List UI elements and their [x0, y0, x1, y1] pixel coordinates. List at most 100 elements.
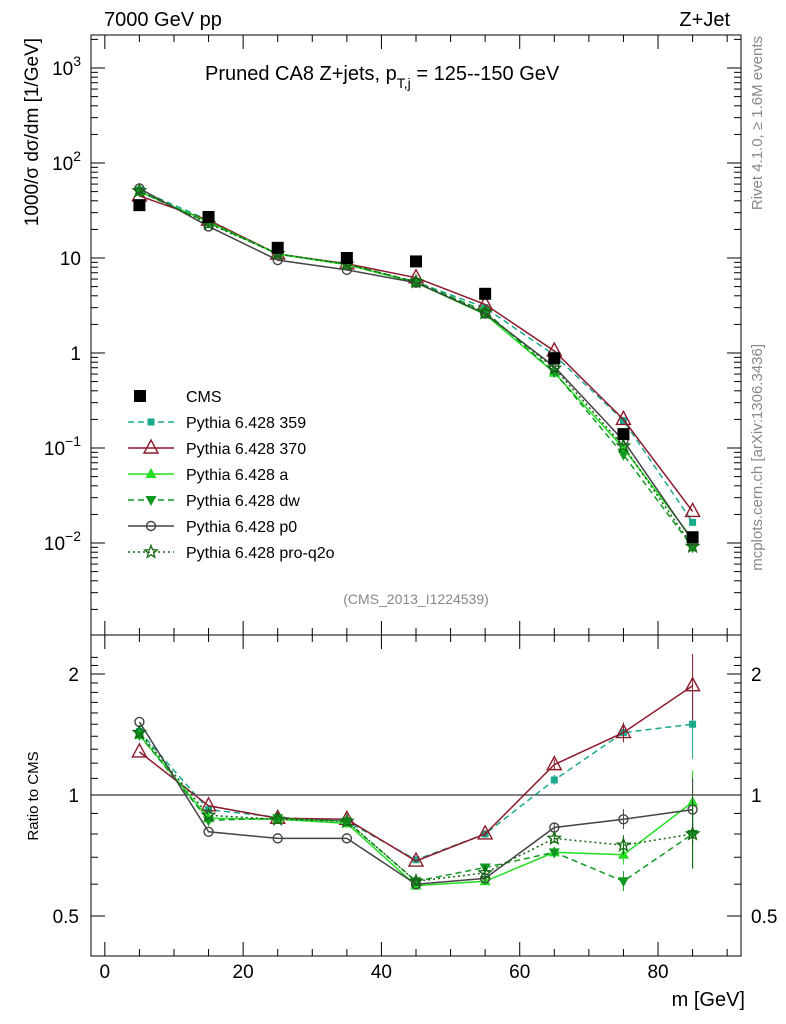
legend-marker-pythia-6-428-370 [142, 438, 160, 454]
x-tick-label: 0 [100, 962, 111, 983]
ratio-y-tick-label: 1 [68, 786, 79, 807]
main-y-tick-label: 10 [60, 249, 81, 270]
legend-label-pythia-6-428-pro-q2o: Pythia 6.428 pro-q2o [186, 545, 335, 562]
legend-label-pythia-6-428-dw: Pythia 6.428 dw [186, 493, 300, 510]
ratio-point-pythia-6-428-370 [546, 755, 563, 771]
x-axis-label: m [GeV] [672, 989, 745, 1011]
main-y-tick-label: 10−2 [44, 528, 81, 555]
main-point-pythia-6-428-pro-q2o [477, 304, 493, 320]
ratio-point-pythia-6-428-pro-q2o [684, 825, 701, 841]
plot-title-main: Pruned CA8 Z+jets, p [205, 63, 397, 85]
analysis-id: (CMS_2013_I1224539) [343, 591, 489, 607]
legend-label-cms: CMS [186, 389, 222, 406]
legend-label-pythia-6-428-a: Pythia 6.428 a [186, 467, 288, 484]
main-line-pythia-6-428-p0 [139, 187, 694, 542]
ratio-point-pythia-6-428-pro-q2o [131, 724, 148, 740]
legend-marker-pythia-6-428-dw [145, 496, 157, 506]
ratio-point-pythia-6-428-p0 [203, 826, 214, 837]
ratio-point-pythia-6-428-p0 [410, 878, 422, 890]
ratio-point-pythia-6-428-dw [617, 877, 629, 888]
main-data-point-cms [202, 211, 215, 224]
main-data-point-cms [686, 531, 699, 544]
ratio-point-pythia-6-428-359 [689, 720, 697, 728]
main-point-pythia-6-428-370 [684, 501, 701, 518]
plot-title-sub: T,j [397, 75, 411, 91]
ratio-y-tick-label-right: 1 [751, 786, 762, 807]
ratio-point-pythia-6-428-dw [341, 817, 353, 828]
x-tick-label: 80 [647, 962, 668, 983]
legend-marker-cms [134, 390, 146, 402]
ratio-point-pythia-6-428-dw [548, 848, 560, 859]
main-data-point-cms [410, 255, 422, 268]
x-tick-label: 20 [233, 962, 254, 983]
main-data-point-cms [340, 252, 353, 264]
ratio-line-pythia-6-428-359 [138, 723, 693, 861]
main-y-tick-label: 1 [70, 344, 81, 365]
ratio-y-axis: 0.5 0.5 1 1 2 2 [53, 656, 777, 928]
main-point-pythia-6-428-pro-q2o [131, 182, 148, 198]
legend-marker-pythia-6-428-a [145, 468, 157, 478]
legend-marker-pythia-6-428-359 [147, 418, 155, 426]
ratio-point-pythia-6-428-pro-q2o [200, 806, 217, 823]
legend-label-pythia-6-428-359: Pythia 6.428 359 [186, 415, 306, 432]
main-y-axis-label: 1000/σ dσ/dm [1/GeV] [22, 38, 43, 226]
ratio-point-pythia-6-428-p0 [618, 814, 629, 825]
main-line-pythia-6-428-pro-q2o [139, 190, 694, 547]
x-axis: 0 20 40 60 80 [100, 35, 728, 983]
ratio-y-tick-label: 0.5 [53, 907, 79, 928]
ratio-line-pythia-6-428-dw [138, 734, 694, 883]
ratio-point-pythia-6-428-359 [412, 856, 420, 864]
main-line-pythia-6-428-a [139, 190, 694, 540]
ratio-line-pythia-6-428-370 [138, 685, 694, 862]
ratio-point-pythia-6-428-370 [407, 851, 425, 867]
main-data-point-cms [548, 352, 561, 365]
main-data-point-cms [617, 428, 630, 441]
plot-title: Pruned CA8 Z+jets, pT,j = 125--150 GeV [205, 63, 560, 91]
ratio-point-pythia-6-428-370 [476, 824, 494, 840]
ratio-point-pythia-6-428-pro-q2o [269, 810, 286, 827]
main-point-pythia-6-428-pro-q2o [684, 538, 701, 554]
main-y-tick-label: 102 [52, 148, 81, 175]
ratio-line-pythia-6-428-pro-q2o [138, 732, 693, 883]
ratio-point-pythia-6-428-pro-q2o [408, 872, 424, 888]
legend-marker-pythia-6-428-p0 [145, 520, 157, 532]
main-point-pythia-6-428-359 [689, 518, 697, 526]
main-data-point-cms [133, 199, 146, 212]
ratio-point-pythia-6-428-370 [200, 796, 217, 812]
main-point-pythia-6-428-p0 [479, 308, 491, 319]
main-point-pythia-6-428-dw [687, 543, 699, 554]
legend-marker-pythia-6-428-pro-q2o [143, 543, 159, 559]
ratio-point-pythia-6-428-359 [550, 776, 558, 784]
legend-label-pythia-6-428-p0: Pythia 6.428 p0 [186, 519, 297, 536]
plot-title-tail: = 125--150 GeV [411, 63, 560, 85]
main-point-pythia-6-428-370 [615, 409, 632, 426]
legend-label-pythia-6-428-370: Pythia 6.428 370 [186, 441, 306, 458]
ratio-point-pythia-6-428-370 [684, 676, 701, 692]
ratio-point-pythia-6-428-370 [615, 723, 632, 739]
main-point-pythia-6-428-pro-q2o [408, 273, 424, 289]
main-data-point-cms [479, 287, 492, 300]
main-y-tick-label: 103 [52, 53, 81, 80]
header-right-label: Z+Jet [679, 9, 730, 31]
ratio-point-pythia-6-428-dw [479, 863, 491, 874]
ratio-point-pythia-6-428-pro-q2o [338, 812, 355, 829]
main-data-point-cms [271, 241, 284, 254]
ratio-point-pythia-6-428-pro-q2o [546, 830, 563, 846]
ratio-point-pythia-6-428-370 [131, 742, 148, 758]
ratio-y-tick-label-right: 2 [751, 665, 762, 686]
legend: CMS Pythia 6.428 359 Pythia 6.428 370 Pythi… [128, 389, 335, 562]
x-tick-label: 60 [509, 962, 530, 983]
rivet-version-label: Rivet 4.1.0, ≥ 1.6M events [749, 36, 766, 210]
ratio-y-tick-label: 2 [68, 665, 79, 686]
ratio-y-axis-label: Ratio to CMS [25, 751, 42, 840]
ratio-point-pythia-6-428-pro-q2o [477, 864, 493, 880]
header-left-label: 7000 GeV pp [104, 9, 222, 31]
ratio-point-pythia-6-428-p0 [341, 833, 353, 844]
ratio-point-pythia-6-428-pro-q2o [615, 836, 632, 852]
main-point-pythia-6-428-pro-q2o [546, 359, 563, 376]
main-point-pythia-6-428-dw [617, 450, 629, 461]
main-line-pythia-6-428-370 [139, 195, 694, 512]
ratio-y-tick-label-right: 0.5 [751, 907, 777, 928]
